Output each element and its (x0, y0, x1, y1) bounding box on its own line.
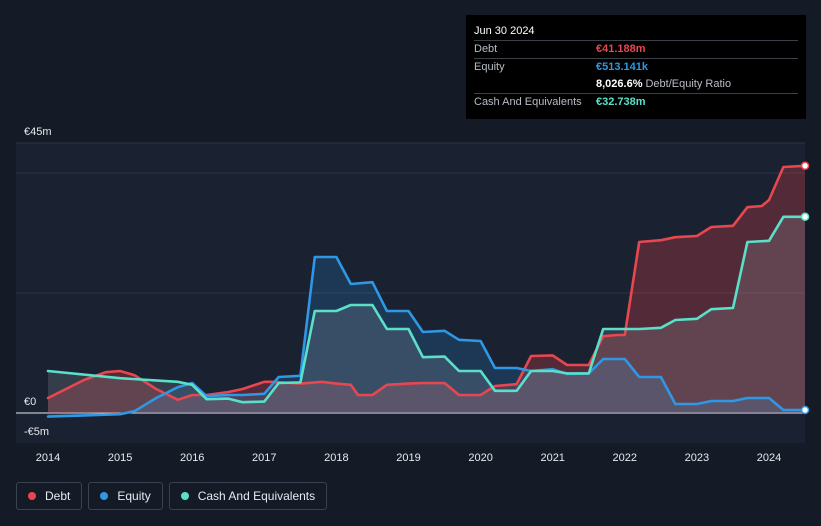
x-tick-label: 2023 (685, 452, 709, 464)
area-equity (48, 257, 805, 417)
tooltip-panel: Jun 30 2024 Debt €41.188m Equity €513.14… (466, 15, 806, 119)
tooltip-label: Equity (474, 61, 505, 73)
tooltip-label: Debt (474, 43, 498, 55)
legend-label: Debt (45, 489, 71, 503)
legend-item-debt[interactable]: Debt (16, 482, 83, 510)
legend-dot-icon (28, 492, 36, 500)
x-tick-label: 2019 (396, 452, 420, 464)
area-debt (48, 165, 805, 413)
tooltip-label: Cash And Equivalents (474, 96, 582, 108)
y-tick-label: €45m (24, 126, 52, 138)
tooltip-value: €41.188m (596, 43, 646, 55)
endpoint-debt (800, 161, 810, 171)
endpoint-cash-and-equivalents (800, 212, 810, 222)
x-tick-label: 2024 (757, 452, 781, 464)
x-tick-label: 2014 (36, 452, 60, 464)
legend-label: Cash And Equivalents (197, 489, 316, 503)
tooltip-row-debt: Debt €41.188m (474, 40, 798, 58)
legend-item-equity[interactable]: Equity (88, 482, 163, 510)
tooltip-label (474, 76, 596, 93)
x-axis-labels: 2014 2015 2016 2017 2018 2019 2020 2021 2022 2023… (36, 452, 781, 464)
x-tick-label: 2022 (613, 452, 637, 464)
area-cash-and-equivalents (48, 216, 805, 413)
legend-dot-icon (180, 492, 189, 500)
tooltip-value: 8,026.6% (596, 78, 643, 90)
y-tick-label: -€5m (24, 426, 49, 438)
y-tick-label: €0 (24, 396, 36, 408)
tooltip-date: Jun 30 2024 (474, 25, 535, 37)
y-axis-labels: €45m €0 -€5m (24, 126, 52, 438)
series-areas (48, 165, 805, 417)
line-equity (46, 255, 807, 418)
endpoint-equity (800, 405, 810, 415)
x-tick-label: 2017 (252, 452, 276, 464)
line-cash-and-equivalents (46, 215, 807, 404)
series-endpoints (800, 161, 810, 415)
line-debt (46, 164, 807, 402)
gridlines (16, 142, 805, 414)
legend-item-cash[interactable]: Cash And Equivalents (168, 482, 328, 510)
tooltip-row-equity: Equity €513.141k (474, 58, 798, 76)
legend: Debt Equity Cash And Equivalents (16, 482, 328, 510)
tooltip-value: €32.738m (596, 96, 646, 108)
x-tick-label: 2016 (180, 452, 204, 464)
x-tick-label: 2020 (468, 452, 492, 464)
x-tick-label: 2015 (108, 452, 132, 464)
tooltip-ratio-label: Debt/Equity Ratio (645, 78, 732, 90)
x-tick-label: 2018 (324, 452, 348, 464)
series-lines (46, 164, 807, 418)
legend-label: Equity (117, 489, 151, 503)
legend-dot-icon (100, 492, 109, 500)
tooltip-row-ratio: 8,026.6% Debt/Equity Ratio (474, 76, 798, 93)
x-tick-label: 2021 (540, 452, 564, 464)
tooltip-row-cash: Cash And Equivalents €32.738m (474, 93, 798, 111)
tooltip-value: €513.141k (596, 61, 648, 73)
